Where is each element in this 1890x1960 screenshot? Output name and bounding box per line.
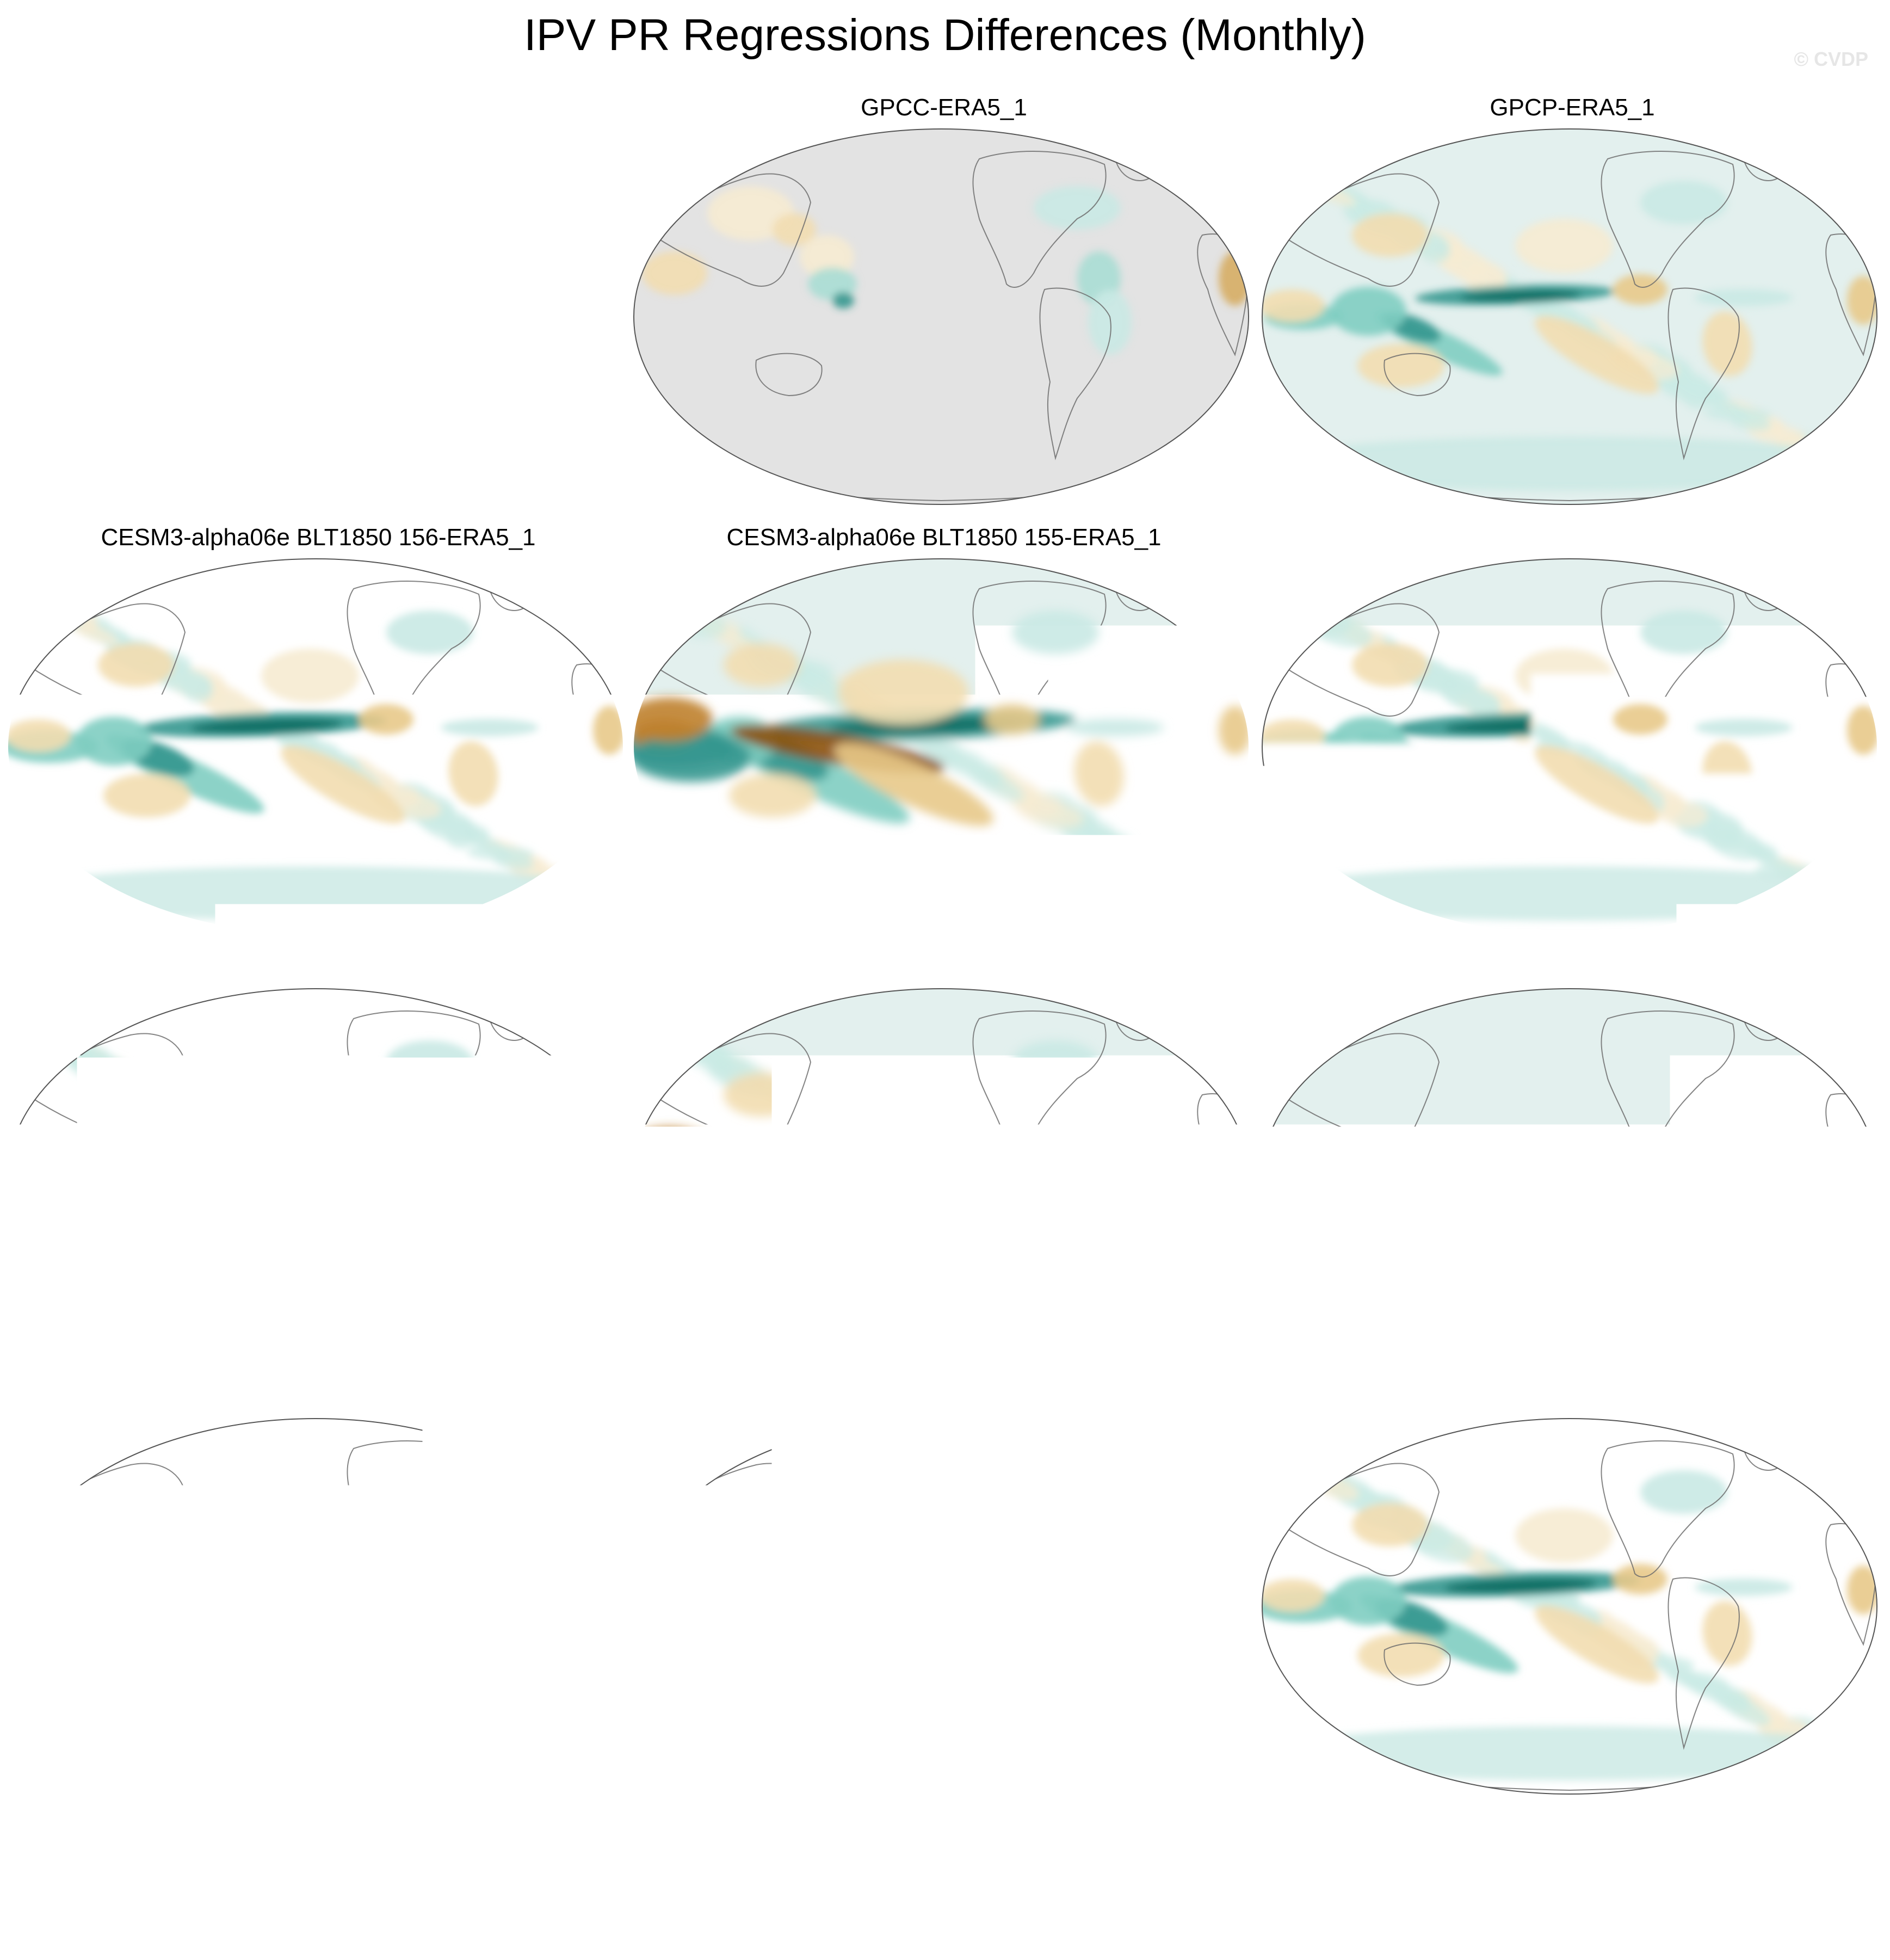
map-plot	[5, 556, 626, 937]
colorbar-tick-label: -2	[534, 1866, 564, 1905]
colorbar-swatch	[1207, 1834, 1274, 1865]
colorbar-swatch	[681, 1834, 747, 1865]
colorbar-swatch	[417, 1834, 484, 1865]
map-panel-cesm2-picontrol-c: CESM2 piControl C-ERA5_1	[5, 1382, 631, 1807]
colorbar-swatch	[351, 1834, 418, 1865]
colorbar-tick-label: 0	[935, 1866, 953, 1905]
map-plot	[5, 986, 626, 1367]
colorbar-swatch	[1010, 1834, 1076, 1865]
colorbar-swatch	[483, 1834, 549, 1865]
colorbar-tick-label: 0.25	[1043, 1866, 1109, 1905]
map-panel-cesm3-beta02-104: CESM3-beta02 BLT1850 104-ERA5_1	[631, 952, 1257, 1377]
panel-title: CESM2 piControl D-ERA5_1	[1259, 952, 1885, 983]
colorbar-swatch	[1076, 1834, 1142, 1865]
colorbar-swatch	[1339, 1834, 1405, 1865]
colorbar-swatch	[944, 1834, 1010, 1865]
colorbar-swatch	[286, 1834, 352, 1865]
colorbar	[286, 1834, 1602, 1865]
map-panel-gpcc: GPCC-ERA5_1	[631, 93, 1257, 517]
watermark: © CVDP	[1794, 48, 1868, 71]
figure-title: IPV PR Regressions Differences (Monthly)	[0, 5, 1890, 65]
colorbar-tick-label: -0.75	[642, 1866, 719, 1905]
colorbar-tick-label: 2	[1330, 1866, 1348, 1905]
colorbar-swatch	[1273, 1834, 1339, 1865]
colorbar-units: mm/day	[0, 1904, 1890, 1943]
colorbar-swatch	[1405, 1834, 1471, 1865]
panel-title: CESM3-alpha06b BLT1850 147-ERA5_1	[1259, 522, 1885, 553]
colorbar-swatch	[1471, 1834, 1537, 1865]
colorbar-tick-label: 4	[1461, 1866, 1480, 1905]
colorbar-swatch	[812, 1834, 879, 1865]
panel-title: CESM2 piControl B-ERA5_1	[631, 1382, 1257, 1413]
map-panel-cesm3-alpha06e-155: CESM3-alpha06e BLT1850 155-ERA5_1	[631, 522, 1257, 947]
map-panel-gpcp: GPCP-ERA5_1	[1259, 93, 1885, 517]
map-panel-cesm3-alpha06b-147: CESM3-alpha06b BLT1850 147-ERA5_1	[1259, 522, 1885, 947]
map-panel-cesm2-picontrol-b: CESM2 piControl B-ERA5_1	[631, 1382, 1257, 1807]
map-panel-cesm3-alpha06e-156: CESM3-alpha06e BLT1850 156-ERA5_1	[5, 522, 631, 947]
map-panel-cesm3-beta04-121: CESM3-beta04 BLT1850 121-ERA5_1	[5, 952, 631, 1377]
panel-title: CESM2 piControl A-ERA5_1	[1259, 1382, 1885, 1413]
map-plot	[631, 556, 1251, 937]
colorbar-swatch	[1141, 1834, 1208, 1865]
colorbar-swatch	[746, 1834, 813, 1865]
map-panel-cesm2-picontrol-d: CESM2 piControl D-ERA5_1	[1259, 952, 1885, 1377]
panel-title: GPCP-ERA5_1	[1259, 93, 1885, 123]
map-plot	[1259, 126, 1880, 507]
panel-title: CESM3-beta02 BLT1850 104-ERA5_1	[631, 952, 1257, 983]
map-plot	[631, 986, 1251, 1367]
map-plot	[1259, 986, 1880, 1367]
colorbar-swatch	[1536, 1834, 1603, 1865]
colorbar-tick-label: -0.25	[774, 1866, 850, 1905]
map-plot	[631, 1416, 1251, 1797]
map-plot	[1259, 1416, 1880, 1797]
colorbar-swatch	[615, 1834, 681, 1865]
panel-title: CESM3-beta04 BLT1850 121-ERA5_1	[5, 952, 631, 983]
panel-title: GPCC-ERA5_1	[631, 93, 1257, 123]
map-plot	[1259, 556, 1880, 937]
panel-title: CESM3-alpha06e BLT1850 156-ERA5_1	[5, 522, 631, 553]
map-plot	[631, 126, 1251, 507]
map-plot	[5, 1416, 626, 1797]
colorbar-tick-label: 0.75	[1175, 1866, 1240, 1905]
colorbar-swatch	[549, 1834, 615, 1865]
colorbar-labels: -4 -2 -0.75 -0.25 0 0.25 0.75 2 4	[0, 1866, 1890, 1910]
colorbar-swatch	[878, 1834, 944, 1865]
panel-title: CESM3-alpha06e BLT1850 155-ERA5_1	[631, 522, 1257, 553]
map-panel-cesm2-picontrol-a: CESM2 piControl A-ERA5_1	[1259, 1382, 1885, 1807]
panel-title: CESM2 piControl C-ERA5_1	[5, 1382, 631, 1413]
colorbar-tick-label: -4	[402, 1866, 432, 1905]
